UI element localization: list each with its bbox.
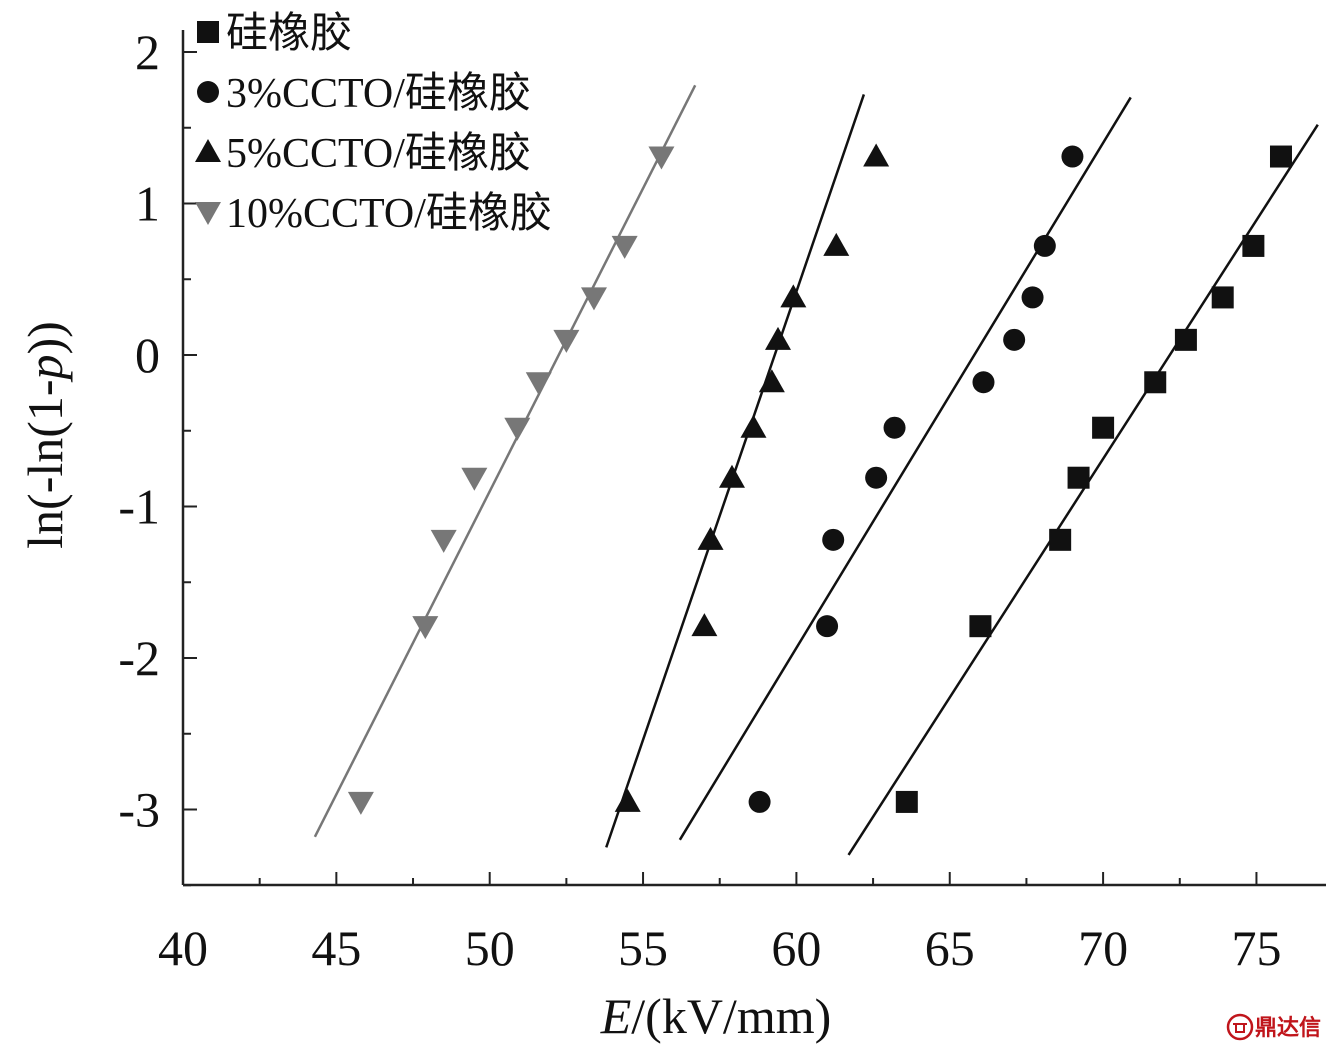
data-point-series-0: [1174, 328, 1197, 351]
data-point-series-2: [697, 526, 724, 550]
legend: 硅橡胶 3%CCTO/硅橡胶 5%CCTO/硅橡胶 10%CCTO/硅橡胶: [195, 10, 552, 237]
legend-label-1: 3%CCTO/硅橡胶: [226, 70, 531, 117]
legend-marker-3: [195, 202, 221, 225]
data-point-series-1: [865, 466, 888, 489]
y-tick-label: -3: [118, 782, 160, 838]
watermark-logo-icon: [1226, 1013, 1254, 1041]
axes: [181, 30, 1326, 887]
y-axis-title-suffix: )): [17, 321, 73, 354]
data-point-series-1: [1033, 234, 1056, 257]
data-point-series-3: [580, 287, 607, 311]
watermark: 鼎达信: [1226, 1013, 1321, 1041]
data-point-series-1: [1061, 145, 1084, 168]
data-point-series-1: [816, 615, 839, 638]
y-tick-label: 0: [135, 327, 160, 383]
fit-lines: [313, 84, 1319, 856]
data-point-series-2: [718, 464, 745, 488]
data-point-series-2: [614, 788, 641, 812]
legend-marker-0: [197, 21, 219, 43]
tick-labels: 40 45 50 55 60 65 70 75 -3 -2 -1 0 1 2: [118, 24, 1281, 976]
data-point-series-0: [1049, 528, 1072, 551]
data-point-series-3: [504, 417, 531, 441]
data-point-series-1: [748, 790, 771, 813]
data-point-series-3: [553, 329, 580, 353]
x-tick-label: 45: [311, 920, 361, 976]
data-point-series-2: [764, 326, 791, 350]
x-tick-label: 40: [158, 920, 208, 976]
fit-line-series-1: [678, 96, 1132, 841]
data-point-series-1: [972, 371, 995, 394]
x-axis-title-variable: E: [600, 988, 632, 1044]
watermark-logo-mark: [1233, 1023, 1247, 1033]
fit-line-series-3: [313, 84, 697, 838]
data-point-series-1: [822, 528, 845, 551]
y-axis-title-prefix: ln(-ln(1-: [17, 379, 73, 548]
data-point-series-3: [648, 146, 675, 170]
data-point-series-2: [758, 369, 785, 393]
y-tick-label: 2: [135, 24, 160, 80]
data-point-series-3: [430, 529, 457, 553]
data-point-series-0: [1144, 371, 1167, 394]
x-tick-label: 55: [618, 920, 668, 976]
y-axis-title: ln(-ln(1-p)): [17, 321, 73, 549]
data-point-series-0: [969, 615, 992, 638]
data-point-series-1: [883, 416, 906, 439]
legend-label-2: 5%CCTO/硅橡胶: [226, 130, 531, 177]
watermark-text: 鼎达信: [1255, 1015, 1321, 1041]
fit-line-series-0: [847, 124, 1319, 856]
data-point-series-1: [1003, 328, 1026, 351]
data-point-series-2: [740, 414, 767, 438]
data-point-series-0: [1067, 466, 1090, 489]
legend-label-0: 硅橡胶: [226, 10, 352, 57]
data-point-series-0: [1092, 416, 1115, 439]
data-point-series-2: [863, 143, 890, 167]
data-point-series-0: [1242, 234, 1265, 257]
data-point-series-2: [780, 284, 807, 308]
ticks: [182, 51, 1258, 887]
x-axis-title: E/(kV/mm): [600, 988, 832, 1044]
data-point-series-3: [611, 235, 638, 259]
data-point-series-0: [1269, 145, 1292, 168]
x-tick-label: 50: [465, 920, 515, 976]
legend-marker-2: [195, 139, 221, 162]
data-point-series-0: [1211, 286, 1234, 309]
data-point-series-3: [412, 616, 439, 640]
x-axis-title-unit: /(kV/mm): [631, 988, 831, 1044]
x-tick-label: 60: [771, 920, 821, 976]
y-axis-title-variable: p: [17, 354, 73, 382]
y-tick-label: -2: [118, 630, 160, 686]
markers: [347, 143, 1292, 815]
x-tick-label: 70: [1078, 920, 1128, 976]
x-tick-label: 65: [925, 920, 975, 976]
y-tick-label: -1: [118, 479, 160, 535]
legend-label-3: 10%CCTO/硅橡胶: [226, 190, 552, 237]
data-point-series-3: [461, 467, 488, 491]
x-tick-label: 75: [1231, 920, 1281, 976]
data-point-series-3: [347, 791, 374, 815]
data-point-series-2: [823, 232, 850, 256]
data-point-series-3: [525, 372, 552, 396]
data-point-series-1: [1021, 286, 1044, 309]
data-point-series-0: [895, 790, 918, 813]
legend-marker-1: [197, 81, 219, 103]
data-point-series-2: [691, 613, 718, 637]
y-tick-label: 1: [135, 176, 160, 232]
